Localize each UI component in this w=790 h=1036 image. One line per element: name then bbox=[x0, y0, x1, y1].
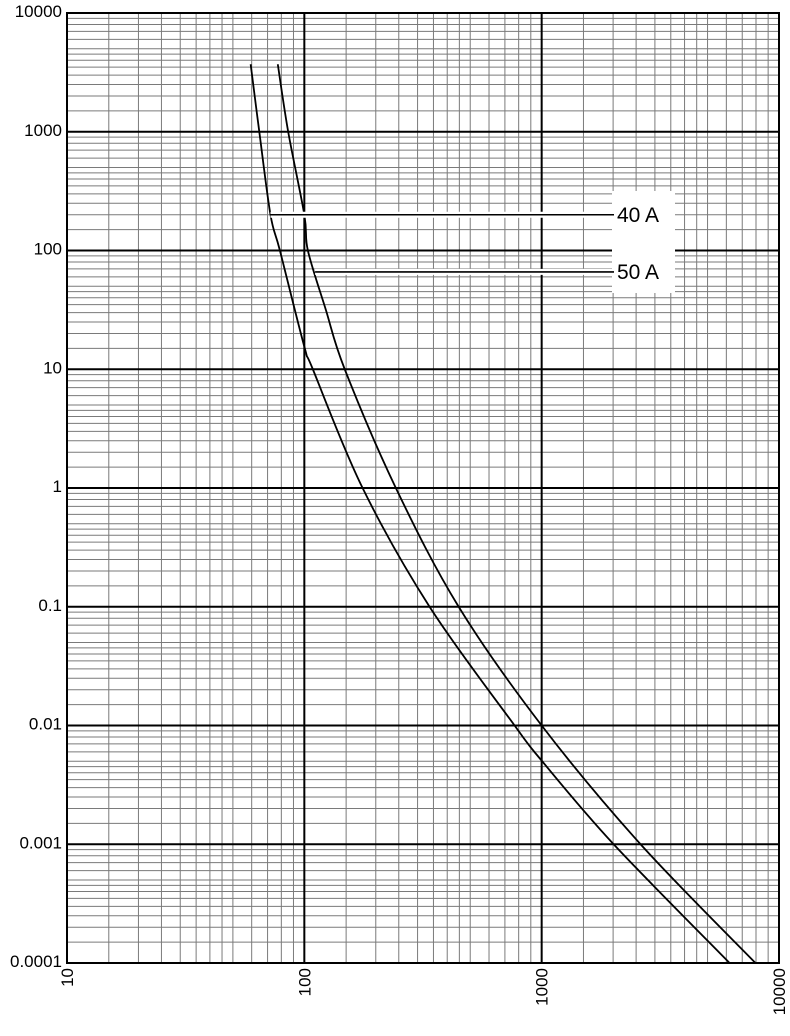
curve-50a bbox=[276, 64, 757, 964]
y-tick-label: 10000 bbox=[15, 2, 62, 21]
legend-label: 40 A bbox=[617, 204, 659, 227]
x-tick-label: 10 bbox=[58, 968, 77, 987]
curve-40a bbox=[249, 64, 731, 964]
y-tick-label: 10 bbox=[43, 358, 62, 377]
y-tick-label: 1000 bbox=[24, 121, 62, 140]
y-tick-label: 0.1 bbox=[38, 596, 62, 615]
curves bbox=[249, 64, 757, 964]
legend-label: 50 A bbox=[617, 261, 659, 284]
x-axis-labels: 10 100 1000 10000 bbox=[58, 968, 789, 1015]
y-tick-label: 0.0001 bbox=[10, 952, 62, 971]
y-tick-label: 0.01 bbox=[29, 715, 62, 734]
x-tick-label: 1000 bbox=[533, 968, 552, 1006]
y-axis-labels: 10000 1000 100 10 1 0.1 0.01 0.001 0.0001 bbox=[10, 2, 62, 971]
legend: 40 A 50 A bbox=[617, 204, 659, 284]
y-tick-label: 0.001 bbox=[19, 833, 62, 852]
major-grid bbox=[66, 12, 780, 964]
plot-frame bbox=[66, 12, 780, 964]
x-tick-label: 100 bbox=[295, 968, 314, 996]
legend-background bbox=[612, 191, 675, 293]
legend-leaders bbox=[270, 211, 614, 275]
x-tick-label: 10000 bbox=[770, 968, 789, 1015]
y-tick-label: 100 bbox=[34, 240, 62, 259]
y-tick-label: 1 bbox=[53, 477, 62, 496]
